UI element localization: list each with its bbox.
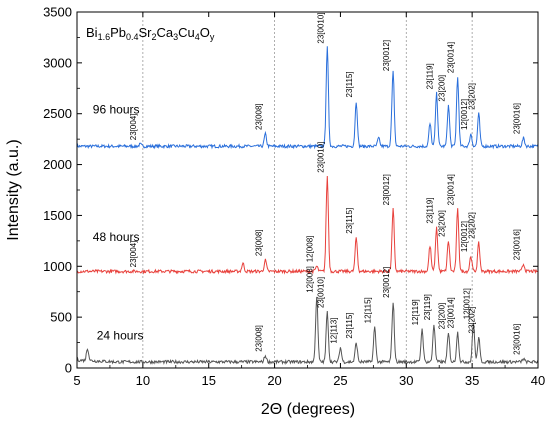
peak-label: 12[119]	[411, 299, 420, 325]
peak-label: 23[004]	[129, 114, 138, 141]
x-axis: 5 10 15 20 25 30 35 40	[73, 12, 545, 388]
peak-label: 23[008]	[254, 103, 263, 130]
formula-element: O	[200, 25, 210, 40]
formula-subscript: 3	[173, 32, 178, 42]
peak-label: 23[202]	[468, 83, 477, 110]
peak-label: 23[200]	[437, 210, 446, 237]
peak-label: 23[115]	[345, 312, 354, 338]
series-names: 96 hours 48 hours 24 hours	[93, 103, 144, 343]
x-tick-label: 30	[399, 373, 413, 388]
formula-element: Bi	[86, 25, 98, 40]
y-axis-title: Intensity (a.u.)	[5, 139, 22, 240]
x-tick-label: 10	[136, 373, 150, 388]
peak-label: 23[202]	[468, 307, 477, 334]
series-lines	[76, 46, 539, 366]
y-tick-label: 3000	[43, 55, 72, 70]
peak-label: 23[008]	[254, 325, 263, 352]
x-tick-label: 40	[531, 373, 545, 388]
gridlines	[142, 12, 473, 368]
peak-label: 23[119]	[423, 294, 432, 320]
peak-label: 12[008]	[306, 236, 315, 263]
peak-label: 23[119]	[426, 198, 435, 224]
series-name: 24 hours	[97, 329, 144, 343]
peak-label: 23[202]	[468, 212, 477, 239]
formula-subscript: y	[210, 32, 215, 42]
peak-labels: 23[004] 23[008] 23[0010] 23[115] 23[0012] 23[…	[129, 12, 521, 354]
y-tick-label: 1500	[43, 208, 72, 223]
peak-label: 23[200]	[437, 303, 446, 330]
peak-label: 23[0012]	[382, 174, 391, 205]
formula-element: Cu	[178, 25, 195, 40]
peak-label: 23[119]	[426, 63, 435, 89]
series-name: 48 hours	[93, 230, 140, 244]
series-line	[76, 175, 539, 275]
peak-label: 12[0012]	[462, 288, 471, 319]
peak-label: 23[0016]	[513, 324, 522, 355]
peak-label: 23[0014]	[447, 42, 456, 73]
y-tick-label: 2000	[43, 157, 72, 172]
series-line	[76, 46, 539, 150]
y-tick-label: 3500	[43, 5, 72, 20]
x-tick-label: 35	[465, 373, 479, 388]
series-line	[76, 296, 539, 366]
peak-label: 23[0010]	[316, 142, 325, 173]
series-name: 96 hours	[93, 103, 140, 117]
y-axis: 0 500 1000 1500 2000 2500 3000 3500	[43, 5, 538, 376]
peak-label: 23[0014]	[447, 297, 456, 328]
peak-label: 23[115]	[345, 71, 354, 97]
formula-subscript: 0.4	[126, 32, 139, 42]
peak-label: 23[0010]	[316, 12, 325, 43]
formula-subscript: 1.6	[98, 32, 111, 42]
peak-label: 12[0012]	[460, 99, 469, 130]
formula-element: Pb	[110, 25, 126, 40]
peak-label: 23[115]	[345, 208, 354, 234]
x-tick-label: 5	[73, 373, 80, 388]
peak-label: 12[0012]	[460, 221, 469, 252]
peak-label: 23[0016]	[513, 103, 522, 134]
x-axis-title: 2Θ (degrees)	[261, 401, 355, 418]
peak-label: 23[0010]	[316, 277, 325, 308]
formula-subscript: 4	[195, 32, 200, 42]
peak-label: 23[008]	[254, 229, 263, 256]
chart-formula: Bi1.6Pb0.4Sr2Ca3Cu4Oy	[86, 25, 215, 42]
formula-element: Ca	[157, 25, 174, 40]
peak-label: 12[113]	[329, 318, 338, 344]
formula-subscript: 2	[152, 32, 157, 42]
y-tick-label: 0	[65, 361, 72, 376]
y-tick-label: 2500	[43, 106, 72, 121]
peak-label: 12[115]	[364, 297, 373, 323]
peak-label: 23[004]	[129, 241, 138, 268]
peak-label: 12[008]	[306, 266, 315, 293]
x-tick-label: 20	[267, 373, 281, 388]
x-tick-label: 15	[201, 373, 215, 388]
y-tick-label: 1000	[43, 259, 72, 274]
formula-element: Sr	[139, 25, 153, 40]
peak-label: 23[200]	[437, 75, 446, 102]
peak-label: 23[0016]	[513, 229, 522, 260]
peak-label: 23[0012]	[382, 267, 391, 298]
peak-label: 23[0014]	[447, 174, 456, 205]
y-tick-label: 500	[50, 310, 72, 325]
x-tick-label: 25	[333, 373, 347, 388]
peak-label: 23[0012]	[382, 40, 391, 71]
